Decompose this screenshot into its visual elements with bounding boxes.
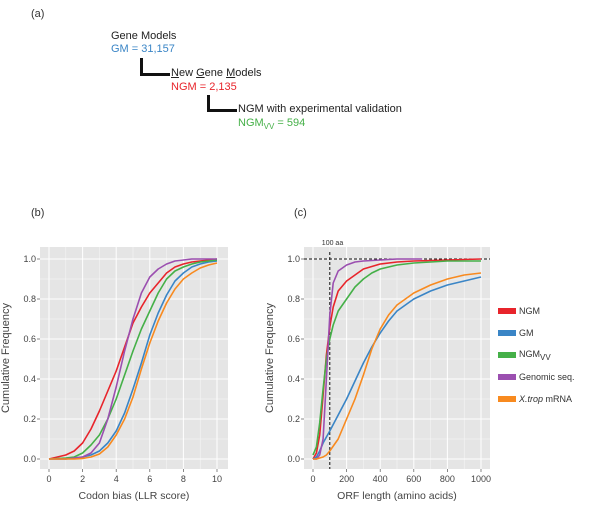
legend-item-genomic: Genomic seq. (498, 366, 575, 388)
legend-label: NGMVV (519, 348, 551, 362)
chart-c-tick-label-y: 0.8 (287, 294, 300, 304)
chart-c-series-ngmvv (312, 260, 481, 456)
chart-b-y-axis-label: Cumulative Frequency (0, 302, 12, 413)
connector-line-2 (207, 95, 210, 112)
chart-b-x-axis-label: Codon bias (LLR score) (79, 490, 190, 502)
chart-b-tick-label-y: 1.0 (23, 254, 36, 264)
chart-b-series-ngmvv (48, 259, 218, 460)
connector-line-1h (140, 73, 170, 76)
chart-c-tick-label-x: 600 (406, 474, 421, 484)
ngmvv-count: NGMVV = 594 (238, 117, 305, 133)
ngmvv-suffix: = 594 (274, 117, 306, 129)
ngmvv-sub: VV (263, 122, 275, 131)
chart-c-x-axis-label: ORF length (amino acids) (337, 490, 457, 502)
legend-swatch (498, 374, 516, 380)
chart-b-tick-label-x: 6 (147, 474, 152, 484)
chart-b-tick-label-x: 8 (181, 474, 186, 484)
title-part-g: G (196, 67, 205, 79)
panel-b-label: (b) (31, 207, 45, 219)
legend-label: GM (519, 328, 534, 338)
legend-label: Genomic seq. (519, 372, 575, 382)
panel-c-label: (c) (294, 207, 307, 219)
chart-c-tick-label-x: 200 (339, 474, 354, 484)
legend-item-ngmvv: NGMVV (498, 344, 575, 366)
chart-c-tick-label-x: 400 (373, 474, 388, 484)
chart-c-series-genomic (313, 258, 423, 460)
gene-models-title: Gene Models (111, 30, 177, 42)
chart-b-tick-label-x: 0 (46, 474, 51, 484)
chart-b-series-genomic (49, 258, 217, 460)
ngm-count: NGM = 2,135 (171, 81, 237, 93)
title-part-m: M (226, 67, 236, 79)
chart-c-tick-label-y: 0.0 (287, 454, 300, 464)
title-part-n: N (171, 67, 179, 79)
legend: NGM GM NGMVV Genomic seq. X.trop mRNA (498, 300, 575, 410)
title-part-ew: ew (178, 67, 197, 79)
new-gene-models-title: New Gene Models (171, 67, 262, 80)
chart-b-tick-label-x: 2 (80, 474, 85, 484)
chart-b-plot-background (40, 247, 228, 469)
chart-c-tick-label-x: 0 (310, 474, 315, 484)
chart-b-series-ngm (48, 258, 218, 460)
chart-c-tick-label-x: 800 (440, 474, 455, 484)
legend-item-gm: GM (498, 322, 575, 344)
title-part-odels: odels (235, 67, 262, 79)
chart-orf-length: 0 200 400 600 800 1000 0.0 0.2 0.4 0.6 0.8 1.0 100 a… (264, 240, 491, 502)
legend-item-ngm: NGM (498, 300, 575, 322)
panel-a-label: (a) (31, 8, 45, 20)
chart-b-tick-label-y: 0.0 (23, 454, 36, 464)
chart-c-series-xtrop (313, 272, 482, 460)
gm-count: GM = 31,157 (111, 43, 175, 55)
chart-b-tick-label-x: 10 (212, 474, 222, 484)
chart-codon-bias: 0 2 4 6 8 10 0.0 0.2 0.4 0.6 0.8 1.0 Codon bias (LLR… (0, 247, 228, 502)
legend-swatch (498, 330, 516, 336)
chart-b-series-xtrop (49, 262, 218, 460)
chart-c-tick-label-y: 0.6 (287, 334, 300, 344)
chart-c-tick-label-x: 1000 (471, 474, 491, 484)
ngm-validation-title: NGM with experimental validation (238, 103, 402, 115)
chart-c-series-ngm (312, 258, 482, 460)
chart-b-tick-label-y: 0.6 (23, 334, 36, 344)
chart-c-vline-label: 100 aa (322, 240, 344, 247)
chart-c-tick-label-y: 1.0 (287, 254, 300, 264)
chart-c-series-gm (312, 276, 482, 460)
chart-b-tick-label-y: 0.8 (23, 294, 36, 304)
legend-swatch (498, 396, 516, 402)
chart-c-y-axis-label: Cumulative Frequency (264, 302, 276, 413)
legend-swatch (498, 352, 516, 358)
legend-label: NGM (519, 306, 540, 316)
legend-label: X.trop mRNA (519, 394, 573, 404)
chart-b-tick-label-y: 0.4 (23, 374, 36, 384)
legend-item-xtrop: X.trop mRNA (498, 388, 575, 410)
chart-b-tick-label-x: 4 (114, 474, 119, 484)
chart-b-tick-label-y: 0.2 (23, 414, 36, 424)
connector-line-2h (207, 109, 237, 112)
chart-c-tick-label-y: 0.2 (287, 414, 300, 424)
chart-c-tick-label-y: 0.4 (287, 374, 300, 384)
connector-line-1 (140, 58, 143, 75)
legend-swatch (498, 308, 516, 314)
title-part-ene: ene (204, 67, 227, 79)
ngmvv-prefix: NGM (238, 117, 264, 129)
